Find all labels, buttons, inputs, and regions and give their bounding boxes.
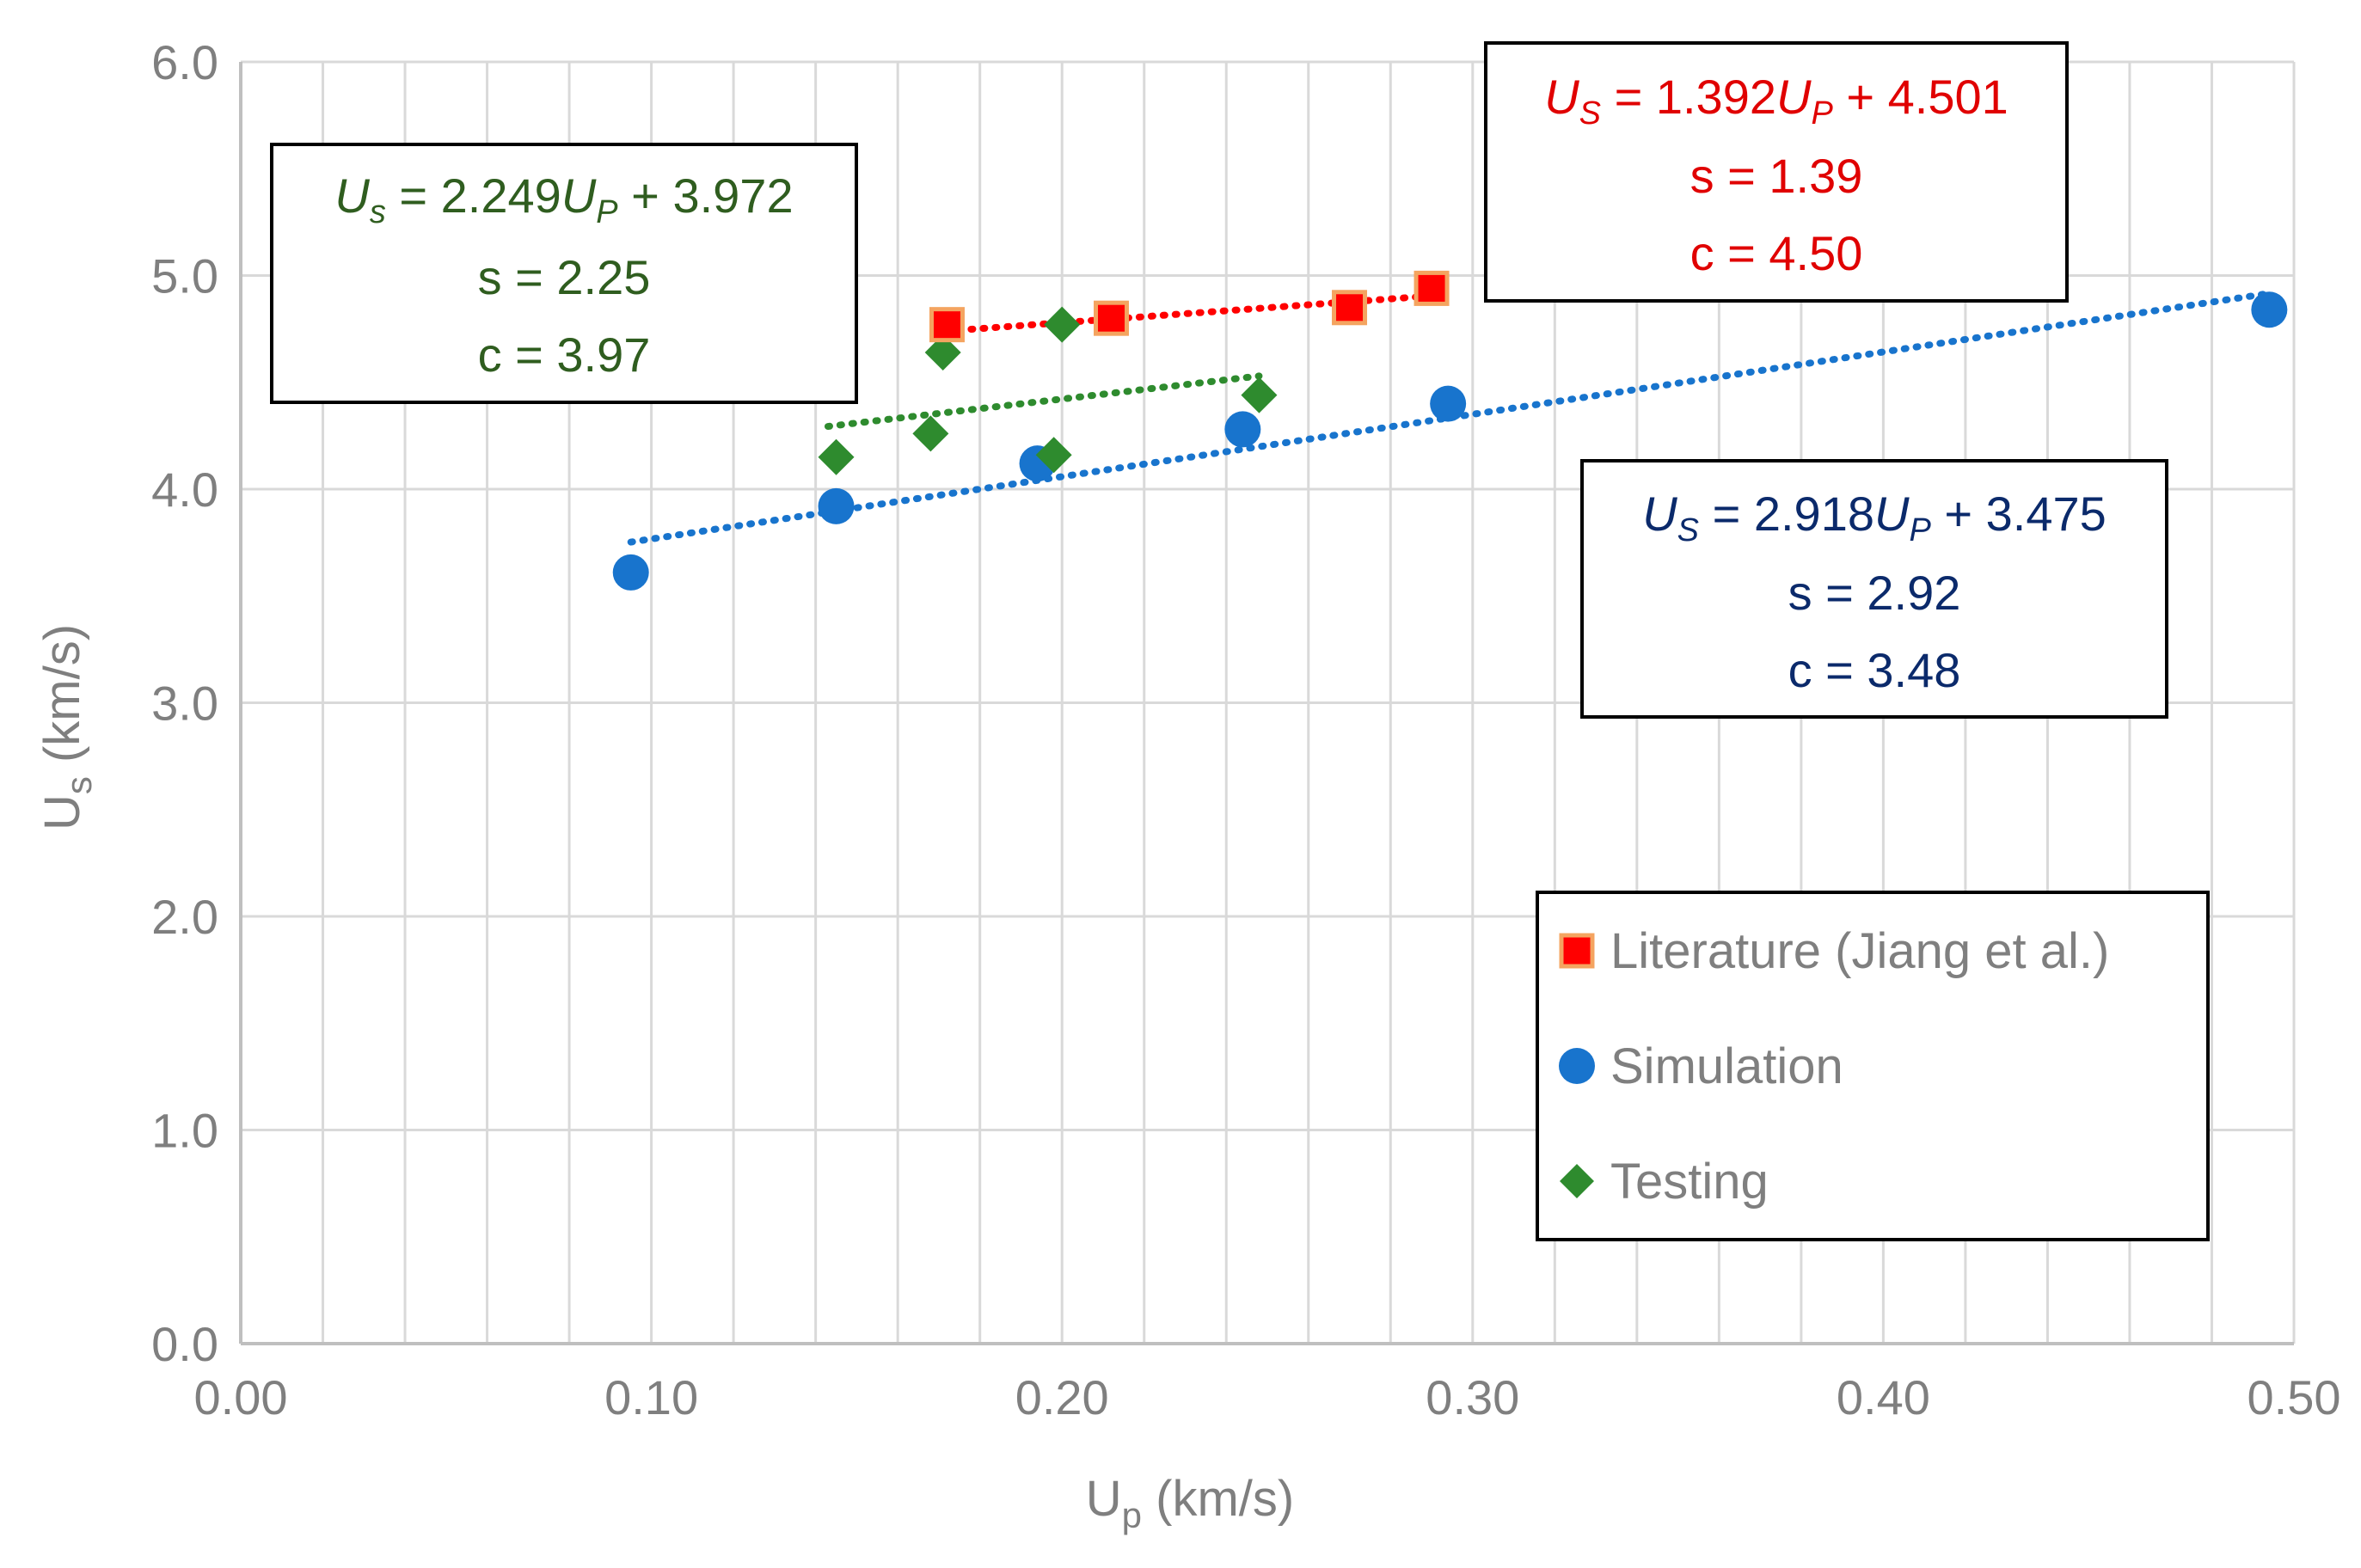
- x-tick-label: 0.30: [1426, 1370, 1519, 1424]
- tick-labels: 0.00 0.10 0.20 0.30 0.40 0.50 0.0 1.0 2.0 3.0 4.0 5…: [151, 35, 2340, 1424]
- equation-simulation-s: s = 2.92: [1788, 566, 1961, 620]
- point-simulation: [612, 554, 649, 591]
- equation-literature-s: s = 1.39: [1690, 149, 1863, 203]
- y-tick-label: 3.0: [151, 677, 218, 731]
- point-literature: [1094, 300, 1130, 336]
- legend-marker-simulation: [1559, 1048, 1595, 1084]
- point-testing: [912, 415, 949, 452]
- point-simulation: [818, 487, 855, 524]
- x-tick-label: 0.10: [604, 1370, 698, 1424]
- equation-literature-c: c = 4.50: [1690, 226, 1863, 280]
- equation-box-literature: US = 1.392UP + 4.501 s = 1.39 c = 4.50: [1484, 41, 2069, 303]
- legend-marker-testing: [1560, 1164, 1594, 1198]
- point-testing: [1241, 377, 1278, 413]
- point-testing: [1035, 437, 1072, 474]
- axes: [239, 62, 2294, 1345]
- y-axis-label: Us (km/s): [34, 624, 99, 830]
- x-tick-label: 0.20: [1015, 1370, 1109, 1424]
- x-axis-label: Up (km/s): [1086, 1471, 1294, 1535]
- y-tick-label: 6.0: [151, 35, 218, 89]
- equation-testing: Us = 2.249UP + 3.972: [334, 168, 793, 230]
- equation-box-simulation: US = 2.918UP + 3.475 s = 2.92 c = 3.48: [1580, 459, 2168, 719]
- point-simulation: [1224, 411, 1261, 448]
- point-testing: [818, 438, 855, 475]
- legend-item-literature: Literature (Jiang et al.): [1559, 923, 2109, 979]
- y-tick-label: 1.0: [151, 1104, 218, 1158]
- equation-testing-c: c = 3.97: [478, 328, 651, 382]
- y-tick-label: 5.0: [151, 249, 218, 303]
- legend-label-literature: Literature (Jiang et al.): [1610, 923, 2109, 979]
- legend-label-testing: Testing: [1610, 1154, 1769, 1210]
- x-tick-label: 0.00: [194, 1370, 288, 1424]
- point-simulation: [2251, 291, 2288, 328]
- equation-literature: US = 1.392UP + 4.501: [1544, 70, 2008, 132]
- x-tick-label: 0.50: [2248, 1370, 2341, 1424]
- point-simulation: [1430, 385, 1467, 422]
- legend-item-testing: Testing: [1560, 1154, 1769, 1210]
- trendline-testing: [824, 372, 1263, 431]
- legend: Literature (Jiang et al.) Simulation Tes…: [1536, 891, 2210, 1241]
- data-points: [612, 270, 2288, 591]
- trendline-literature: [943, 292, 1436, 335]
- point-literature: [1332, 290, 1368, 326]
- equation-box-testing: Us = 2.249UP + 3.972 s = 2.25 c = 3.97: [270, 143, 858, 404]
- point-testing: [924, 334, 961, 371]
- point-literature: [929, 307, 965, 343]
- equation-simulation: US = 2.918UP + 3.475: [1642, 487, 2107, 548]
- y-tick-label: 4.0: [151, 462, 218, 517]
- point-testing: [1044, 306, 1081, 343]
- legend-item-simulation: Simulation: [1559, 1038, 1843, 1094]
- point-literature: [1414, 270, 1450, 306]
- y-tick-label: 0.0: [151, 1317, 218, 1371]
- equation-simulation-c: c = 3.48: [1788, 643, 1961, 697]
- y-tick-label: 2.0: [151, 890, 218, 944]
- legend-marker-literature: [1559, 933, 1595, 969]
- x-tick-label: 0.40: [1837, 1370, 1930, 1424]
- equation-testing-s: s = 2.25: [478, 250, 651, 304]
- legend-label-simulation: Simulation: [1610, 1038, 1843, 1094]
